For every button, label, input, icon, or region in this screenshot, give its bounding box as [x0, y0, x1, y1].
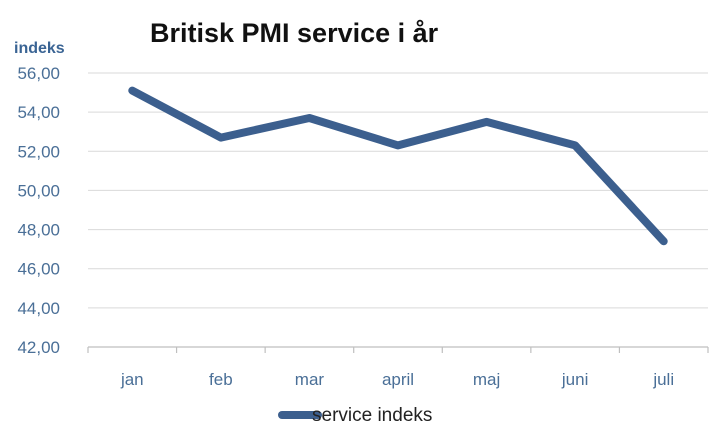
y-tick-label: 46,00	[17, 260, 60, 279]
gridlines	[88, 72, 708, 309]
y-tick-label: 56,00	[17, 64, 60, 83]
x-axis: jan feb mar april maj juni juli	[87, 346, 709, 389]
y-tick-label: 50,00	[17, 181, 60, 200]
x-tick-label: juli	[652, 370, 674, 389]
y-tick-label: 44,00	[17, 299, 60, 318]
x-tick-label: feb	[209, 370, 233, 389]
x-tick-label: jan	[120, 370, 144, 389]
data-point	[219, 136, 222, 139]
x-tick-label: juni	[561, 370, 588, 389]
data-point	[308, 117, 311, 120]
y-tick-label: 42,00	[17, 338, 60, 357]
y-tick-label: 52,00	[17, 142, 60, 161]
series-line	[128, 86, 668, 246]
x-tick-label: april	[382, 370, 414, 389]
series-group	[128, 86, 668, 246]
x-tick-label: mar	[295, 370, 325, 389]
data-point	[662, 240, 665, 243]
data-point	[574, 144, 577, 147]
data-point	[131, 89, 134, 92]
y-tick-label: 48,00	[17, 221, 60, 240]
y-axis-unit-label: indeks	[14, 40, 65, 57]
x-tick-label: maj	[473, 370, 500, 389]
data-point	[397, 144, 399, 147]
data-point	[485, 120, 488, 123]
legend: service indeks	[278, 405, 432, 426]
y-tick-label: 54,00	[17, 103, 60, 122]
y-axis-ticks: 42,00 44,00 46,00 48,00 50,00 52,00 54,00 56,00	[17, 64, 60, 357]
legend-label: service indeks	[312, 405, 432, 426]
chart-title: Britisk PMI service i år	[150, 18, 439, 48]
